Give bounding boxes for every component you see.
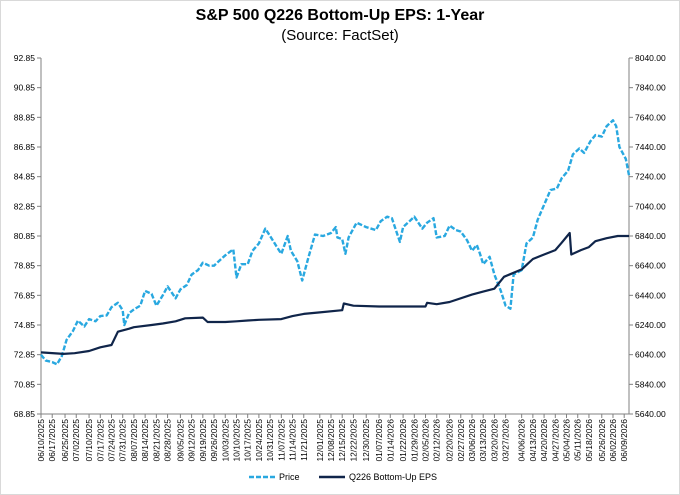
y-left-tick-label: 68.85	[14, 409, 36, 419]
legend-price-label: Price	[279, 472, 300, 482]
x-tick-label: 02/20/2026	[445, 419, 455, 462]
y-left-tick-label: 86.85	[14, 142, 36, 152]
y-left-tick-label: 80.85	[14, 231, 36, 241]
x-tick-label: 08/28/2025	[163, 419, 173, 462]
x-tick-label: 05/04/2026	[562, 419, 572, 462]
x-tick-label: 08/14/2025	[140, 419, 150, 462]
x-tick-label: 12/01/2025	[315, 419, 325, 462]
y-right-tick-label: 7440.00	[635, 142, 666, 152]
y-left-tick-label: 92.85	[14, 53, 36, 63]
x-tick-label: 10/03/2025	[220, 419, 230, 462]
x-tick-label: 03/27/2026	[501, 419, 511, 462]
y-right-tick-label: 7240.00	[635, 172, 666, 182]
x-tick-label: 09/26/2025	[209, 419, 219, 462]
x-tick-label: 10/10/2025	[231, 419, 241, 462]
y-left-tick-label: 82.85	[14, 201, 36, 211]
x-tick-label: 04/27/2026	[550, 419, 560, 462]
y-right-tick-label: 6440.00	[635, 290, 666, 300]
x-tick-label: 08/21/2025	[151, 419, 161, 462]
x-tick-label: 07/02/2025	[71, 419, 81, 462]
x-tick-label: 06/25/2025	[60, 419, 70, 462]
x-tick-label: 02/05/2026	[421, 419, 431, 462]
x-tick-label: 10/24/2025	[254, 419, 264, 462]
x-tick-label: 06/09/2026	[619, 419, 629, 462]
y-left-tick-label: 90.85	[14, 83, 36, 93]
x-tick-label: 12/08/2025	[326, 419, 336, 462]
y-right-tick-label: 7840.00	[635, 83, 666, 93]
x-tick-label: 01/29/2026	[409, 419, 419, 462]
y-left-tick-label: 70.85	[14, 379, 36, 389]
y-right-tick-label: 6640.00	[635, 261, 666, 271]
x-tick-label: 05/18/2026	[584, 419, 594, 462]
y-left-tick-label: 84.85	[14, 172, 36, 182]
x-tick-label: 12/22/2025	[348, 419, 358, 462]
x-tick-label: 11/14/2025	[288, 419, 298, 461]
x-tick-label: 06/17/2025	[47, 419, 57, 462]
x-tick-label: 04/06/2026	[517, 419, 527, 462]
y-left-tick-label: 72.85	[14, 350, 36, 360]
y-right-tick-label: 7040.00	[635, 201, 666, 211]
y-right-tick-label: 6040.00	[635, 350, 666, 360]
x-tick-label: 02/27/2026	[456, 419, 466, 462]
y-left-tick-label: 74.85	[14, 320, 36, 330]
x-tick-label: 12/30/2025	[361, 419, 371, 462]
x-tick-label: 03/13/2026	[478, 419, 488, 462]
x-tick-label: 07/31/2025	[118, 419, 128, 462]
x-tick-label: 08/07/2025	[129, 419, 139, 462]
price-series-line	[40, 119, 631, 366]
y-left-tick-label: 76.85	[14, 290, 36, 300]
x-tick-label: 11/21/2025	[299, 419, 309, 461]
x-tick-label: 02/12/2026	[432, 419, 442, 462]
legend-eps-label: Q226 Bottom-Up EPS	[349, 472, 437, 482]
x-tick-label: 06/10/2025	[36, 419, 46, 462]
chart-title: S&P 500 Q226 Bottom-Up EPS: 1-Year	[195, 7, 485, 24]
x-tick-label: 03/06/2026	[467, 419, 477, 462]
x-tick-label: 05/26/2026	[597, 419, 607, 462]
x-tick-label: 04/20/2026	[539, 419, 549, 462]
x-tick-label: 09/05/2025	[175, 419, 185, 462]
x-tick-label: 03/20/2026	[489, 419, 499, 462]
x-tick-label: 05/11/2026	[573, 419, 583, 461]
x-tick-label: 07/24/2025	[106, 419, 116, 462]
x-tick-label: 04/13/2026	[528, 419, 538, 462]
x-tick-label: 01/22/2026	[398, 419, 408, 462]
x-tick-label: 09/12/2025	[187, 419, 197, 462]
x-tick-label: 07/10/2025	[84, 419, 94, 462]
y-right-tick-label: 5840.00	[635, 379, 666, 389]
x-tick-label: 11/07/2025	[276, 419, 286, 461]
y-right-tick-label: 5640.00	[635, 409, 666, 419]
x-tick-label: 06/02/2026	[608, 419, 618, 462]
y-right-tick-label: 7640.00	[635, 112, 666, 122]
y-right-tick-label: 6240.00	[635, 320, 666, 330]
y-right-tick-label: 6840.00	[635, 231, 666, 241]
eps-series-line	[40, 231, 629, 355]
y-left-tick-label: 78.85	[14, 261, 36, 271]
x-tick-label: 01/07/2026	[374, 419, 384, 462]
x-tick-label: 07/17/2025	[95, 419, 105, 462]
x-tick-label: 10/17/2025	[243, 419, 253, 462]
y-left-tick-label: 88.85	[14, 112, 36, 122]
y-right-tick-label: 8040.00	[635, 53, 666, 63]
chart-subtitle: (Source: FactSet)	[281, 27, 399, 44]
x-tick-label: 10/31/2025	[265, 419, 275, 462]
x-tick-label: 01/14/2026	[385, 419, 395, 462]
x-tick-label: 12/15/2025	[337, 419, 347, 462]
x-tick-label: 09/19/2025	[198, 419, 208, 462]
